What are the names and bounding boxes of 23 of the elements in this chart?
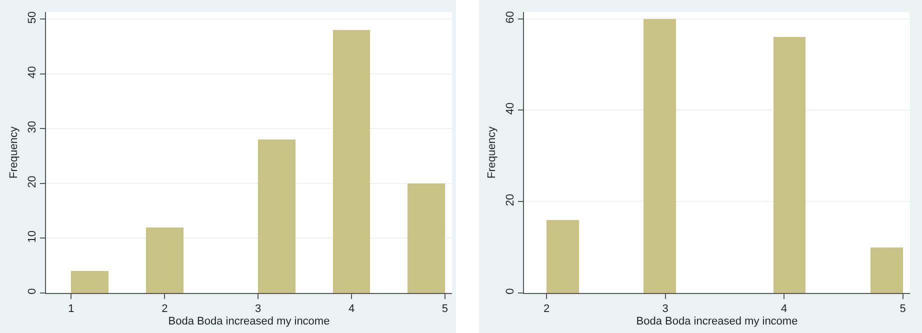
x-tick-label: 1 xyxy=(68,303,74,316)
y-tick-label: 40 xyxy=(504,102,517,115)
y-tick-label: 20 xyxy=(504,194,517,206)
x-axis-title: Boda Boda increased my income xyxy=(168,315,330,328)
x-tick-label: 3 xyxy=(662,303,668,316)
y-tick-label: 40 xyxy=(26,66,39,78)
x-tick-label: 2 xyxy=(162,303,168,316)
x-tick-label: 5 xyxy=(442,303,448,316)
x-axis-title: Boda Boda increased my income xyxy=(636,315,798,328)
y-tick-label: 0 xyxy=(504,288,517,294)
x-tick-label: 4 xyxy=(348,303,355,316)
y-tick-label: 20 xyxy=(26,176,39,188)
x-tick-label: 3 xyxy=(255,303,262,316)
x-tick-label: 5 xyxy=(900,303,906,316)
y-tick-label: 60 xyxy=(504,11,517,24)
y-tick-label: 10 xyxy=(26,230,39,243)
x-tick-label: 2 xyxy=(544,303,550,316)
y-tick-label: 0 xyxy=(26,288,39,294)
y-tick-label: 50 xyxy=(26,11,39,24)
y-axis-title: Frequency xyxy=(486,126,498,178)
x-tick-label: 4 xyxy=(781,303,788,316)
y-axis-title: Frequency xyxy=(8,126,20,178)
y-tick-label: 30 xyxy=(26,120,39,134)
